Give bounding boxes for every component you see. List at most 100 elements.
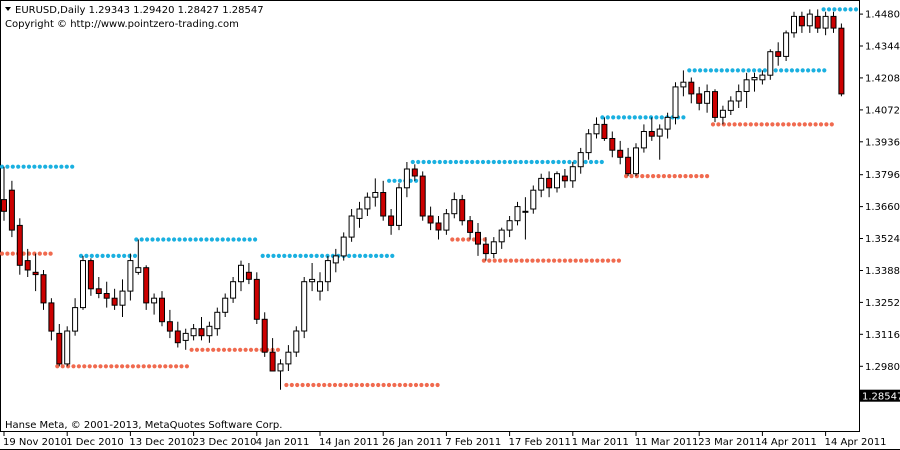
candle bbox=[656, 124, 663, 160]
y-tick-label: 1.32520 bbox=[865, 298, 900, 309]
support-dot bbox=[365, 382, 370, 388]
bear-candle-body bbox=[561, 175, 568, 182]
support-dot bbox=[435, 382, 440, 388]
resistance-dot bbox=[572, 159, 577, 165]
support-dot bbox=[359, 382, 365, 388]
resistance-dot bbox=[314, 253, 319, 258]
support-dot bbox=[157, 364, 162, 369]
candle bbox=[40, 270, 47, 310]
bull-candle-body bbox=[822, 15, 829, 29]
bull-candle-body bbox=[64, 330, 71, 365]
resistance-dot bbox=[172, 237, 177, 242]
bear-candle-body bbox=[261, 318, 268, 353]
resistance-dot bbox=[150, 237, 155, 242]
support-dot bbox=[721, 122, 726, 127]
resistance-dot bbox=[10, 164, 15, 169]
resistance-dot bbox=[384, 253, 389, 258]
bear-candle-body bbox=[838, 27, 845, 95]
resistance-dot bbox=[282, 253, 287, 258]
resistance-dot bbox=[719, 68, 724, 73]
support-dot bbox=[600, 258, 605, 263]
bear-candle-body bbox=[648, 131, 655, 137]
bull-candle-body bbox=[735, 91, 742, 102]
support-dot bbox=[130, 364, 135, 369]
resistance-dot bbox=[309, 253, 314, 258]
support-dot bbox=[629, 174, 634, 179]
collapse-triangle-icon[interactable] bbox=[5, 7, 11, 11]
resistance-dot bbox=[443, 159, 448, 165]
y-tick-label: 1.29800 bbox=[865, 362, 900, 373]
bull-candle-body bbox=[743, 79, 750, 93]
bull-candle-body bbox=[324, 260, 331, 283]
support-dot bbox=[824, 122, 829, 127]
support-dot bbox=[661, 174, 667, 179]
candle bbox=[814, 9, 821, 33]
candle bbox=[546, 171, 553, 198]
resistance-dot bbox=[567, 159, 572, 165]
y-tick-label: 1.37960 bbox=[865, 170, 900, 181]
support-dot bbox=[300, 382, 305, 388]
resistance-dot bbox=[188, 237, 193, 242]
candle bbox=[332, 248, 339, 273]
y-tick-label: 1.40720 bbox=[865, 105, 900, 116]
support-dot bbox=[184, 364, 189, 369]
support-dot bbox=[471, 237, 476, 242]
support-dot bbox=[98, 364, 103, 369]
x-tick-label: 1 Mar 2011 bbox=[572, 437, 629, 448]
resistance-dot bbox=[475, 159, 480, 165]
support-dot bbox=[748, 122, 753, 127]
support-dot bbox=[640, 174, 645, 179]
resistance-dot bbox=[725, 68, 730, 73]
bear-candle-body bbox=[16, 224, 23, 266]
footer-credit: Hanse Meta, © 2001-2013, MetaQuotes Soft… bbox=[5, 420, 282, 431]
resistance-dot bbox=[600, 115, 605, 120]
support-dot bbox=[327, 382, 332, 388]
resistance-dot bbox=[397, 178, 402, 183]
support-dot bbox=[200, 347, 205, 352]
support-dot bbox=[37, 251, 42, 256]
resistance-dot bbox=[390, 253, 395, 258]
bull-candle-body bbox=[309, 278, 316, 283]
support-dot bbox=[743, 122, 748, 127]
bull-candle-body bbox=[119, 290, 126, 306]
candle bbox=[245, 263, 252, 285]
y-tick-label: 1.33880 bbox=[865, 266, 900, 277]
support-dot bbox=[211, 347, 216, 352]
current-price-tag: 1.28547 bbox=[860, 389, 900, 403]
support-dot bbox=[168, 364, 173, 369]
bull-candle-body bbox=[372, 192, 379, 198]
candle bbox=[411, 164, 418, 181]
resistance-dot bbox=[643, 115, 648, 120]
bull-candle-body bbox=[403, 168, 410, 189]
bear-candle-body bbox=[419, 175, 426, 217]
support-dot bbox=[316, 382, 321, 388]
bull-candle-body bbox=[443, 213, 450, 231]
support-dot bbox=[678, 174, 683, 179]
candle bbox=[230, 277, 237, 303]
candle bbox=[751, 72, 758, 92]
support-dot bbox=[82, 364, 87, 369]
bull-candle-body bbox=[751, 77, 758, 81]
support-dot bbox=[238, 347, 243, 352]
resistance-dot bbox=[654, 115, 659, 120]
bull-candle-body bbox=[554, 173, 560, 189]
bull-candle-body bbox=[680, 81, 687, 88]
candle bbox=[143, 265, 150, 310]
candle bbox=[119, 279, 126, 317]
resistance-dot bbox=[276, 253, 281, 258]
support-dot bbox=[205, 347, 210, 352]
y-tick-label: 1.39360 bbox=[865, 137, 900, 148]
support-dot bbox=[109, 364, 114, 369]
bull-candle-body bbox=[214, 311, 221, 330]
candle bbox=[317, 272, 323, 301]
support-dot bbox=[541, 258, 546, 263]
candle bbox=[538, 173, 545, 198]
bull-candle-body bbox=[396, 187, 402, 226]
bear-candle-body bbox=[174, 330, 181, 344]
bear-candle-body bbox=[198, 328, 205, 337]
resistance-dot bbox=[177, 237, 182, 242]
resistance-dot bbox=[116, 253, 121, 258]
support-dot bbox=[624, 174, 629, 179]
support-dot bbox=[66, 364, 71, 369]
